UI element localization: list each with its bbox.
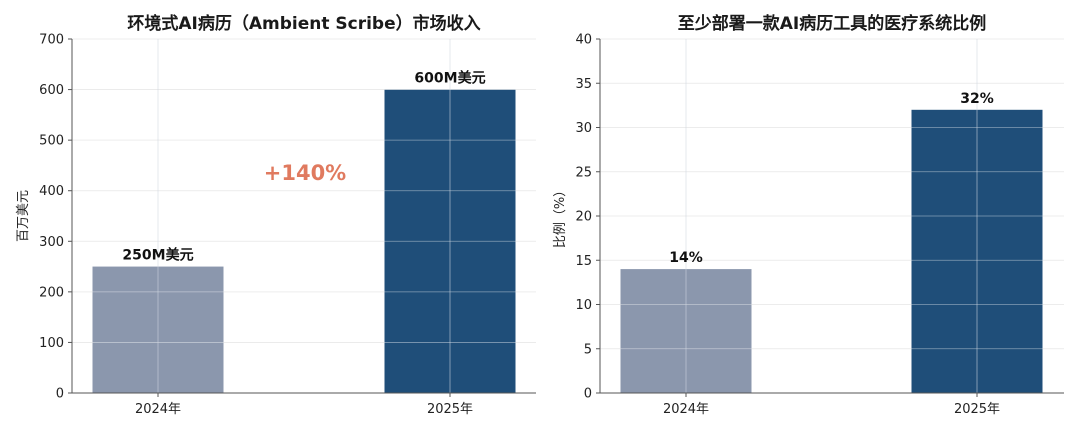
adoption-x-tick-label: 2024年: [663, 402, 709, 417]
revenue-chart: 环境式AI病历（Ambient Scribe）市场收入 百万美元 0 100 200…: [16, 13, 536, 417]
adoption-y-tick-label: 35: [575, 77, 592, 92]
revenue-y-tick-label: 200: [39, 285, 64, 300]
adoption-y-tick-label: 0: [584, 387, 592, 402]
revenue-x-tick-label: 2025年: [427, 402, 473, 417]
adoption-y-tick-label: 30: [575, 121, 592, 136]
adoption-x-tick-label: 2025年: [954, 402, 1000, 417]
adoption-y-tick-label: 5: [584, 342, 592, 357]
revenue-y-tick-label: 500: [39, 134, 64, 149]
adoption-y-tick-label: 40: [575, 33, 592, 48]
revenue-y-tick-label: 300: [39, 235, 64, 250]
revenue-y-tick-label: 400: [39, 184, 64, 199]
revenue-data-label-1: 600M美元: [414, 70, 485, 87]
adoption-data-label-0: 14%: [669, 250, 703, 266]
revenue-y-tick-label: 0: [56, 387, 64, 402]
revenue-y-axis-label: 百万美元: [16, 190, 31, 242]
adoption-y-tick-label: 25: [575, 165, 592, 180]
revenue-y-tick-label: 700: [39, 33, 64, 48]
revenue-y-tick-label: 100: [39, 336, 64, 351]
adoption-y-axis-label: 比例（%）: [553, 184, 568, 248]
revenue-x-tick-label: 2024年: [135, 402, 181, 417]
adoption-chart: 至少部署一款AI病历工具的医疗系统比例 比例（%） 0 5 10 15 20 25 30 35…: [553, 13, 1064, 417]
revenue-y-tick-label: 600: [39, 83, 64, 98]
revenue-data-label-0: 250M美元: [122, 247, 193, 264]
adoption-data-label-1: 32%: [960, 91, 994, 107]
adoption-chart-title: 至少部署一款AI病历工具的医疗系统比例: [678, 13, 986, 34]
adoption-y-tick-label: 10: [575, 298, 592, 313]
adoption-y-tick-label: 20: [575, 210, 592, 225]
revenue-chart-title: 环境式AI病历（Ambient Scribe）市场收入: [127, 13, 480, 34]
revenue-growth-annotation: +140%: [264, 161, 346, 185]
adoption-y-tick-label: 15: [575, 254, 592, 269]
